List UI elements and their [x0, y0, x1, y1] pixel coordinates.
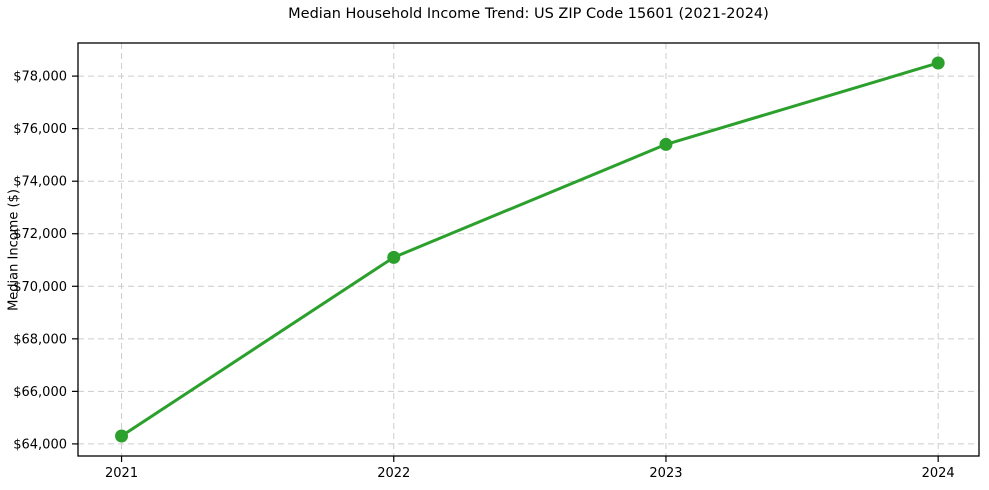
- x-tick-label: 2021: [105, 466, 138, 481]
- x-tick-label: 2024: [922, 466, 955, 481]
- data-point: [659, 137, 673, 151]
- x-tick-label: 2023: [649, 466, 682, 481]
- y-tick-label: $64,000: [13, 437, 67, 452]
- data-point: [931, 56, 945, 70]
- y-tick-label: $72,000: [13, 227, 67, 242]
- x-tick-label: 2022: [377, 466, 410, 481]
- data-point: [387, 250, 401, 264]
- y-tick-label: $68,000: [13, 332, 67, 347]
- y-tick-label: $70,000: [13, 280, 67, 295]
- plot-border: [77, 42, 980, 457]
- y-tick-label: $74,000: [13, 175, 67, 190]
- chart-title: Median Household Income Trend: US ZIP Co…: [288, 6, 769, 22]
- data-point: [115, 429, 129, 443]
- y-tick-label: $66,000: [13, 385, 67, 400]
- y-tick-label: $78,000: [13, 70, 67, 85]
- y-tick-label: $76,000: [13, 122, 67, 137]
- income-trend-line: [120, 61, 940, 438]
